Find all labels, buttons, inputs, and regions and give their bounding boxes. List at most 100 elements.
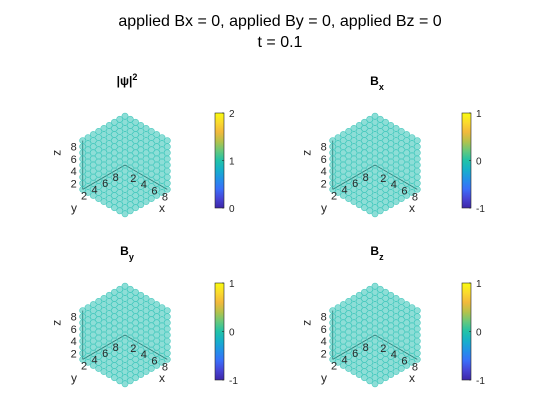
data-point <box>121 173 129 181</box>
data-point <box>84 310 92 317</box>
z-axis-label: z <box>300 150 314 156</box>
data-point <box>121 374 129 382</box>
data-point <box>132 325 139 333</box>
data-point <box>100 319 108 327</box>
subplot-title: Bz <box>370 244 384 262</box>
z-tick-label: 2 <box>321 178 327 190</box>
z-axis-label: z <box>50 150 64 156</box>
data-point <box>147 146 155 154</box>
data-point <box>371 210 379 218</box>
data-point <box>350 319 358 327</box>
data-point <box>111 155 118 163</box>
data-point <box>360 155 368 163</box>
data-point <box>392 319 400 327</box>
x-tick-label: 6 <box>151 185 157 197</box>
data-point <box>371 167 379 175</box>
data-point <box>413 307 421 314</box>
data-point <box>158 140 166 148</box>
y-axis-label: y <box>71 371 77 385</box>
x-tick-label: 2 <box>130 343 136 355</box>
subplot-title-main: |ψ| <box>117 74 133 88</box>
figure-title-line1: applied Bx = 0, applied By = 0, applied … <box>118 13 441 30</box>
colorbar-tick-label: 0 <box>476 328 482 339</box>
y-tick-label: 4 <box>342 354 348 366</box>
x-tick-label: 8 <box>412 191 418 203</box>
subplot-title-subscript: y <box>129 252 134 262</box>
data-point <box>371 173 379 181</box>
colorbar-tick-label: 1 <box>229 279 235 290</box>
data-point <box>366 158 374 166</box>
y-axis-label: y <box>321 201 327 215</box>
z-tick-label: 6 <box>321 154 327 166</box>
data-point <box>95 146 102 154</box>
data-point <box>355 322 363 330</box>
subplot-title: By <box>120 244 134 262</box>
data-point <box>371 331 379 339</box>
z-axis-label: z <box>50 320 64 326</box>
x-tick-label: 2 <box>380 173 386 185</box>
z-tick-label: 4 <box>71 166 77 178</box>
data-point <box>132 155 139 163</box>
data-point <box>163 137 171 144</box>
data-point <box>371 343 379 351</box>
data-point <box>371 355 379 363</box>
data-point <box>126 158 134 166</box>
colorbar-tick-label: 0 <box>229 328 235 339</box>
y-tick-label: 6 <box>352 348 358 360</box>
data-point <box>339 143 347 151</box>
scatter-points <box>329 282 421 388</box>
data-point <box>350 149 358 157</box>
x-tick-label: 4 <box>141 349 147 361</box>
colorbar-tick-label: 1 <box>229 157 235 168</box>
data-point <box>89 313 97 321</box>
data-point <box>121 179 129 187</box>
x-tick-label: 6 <box>151 355 157 367</box>
data-point <box>408 310 416 317</box>
data-point <box>371 368 379 375</box>
data-point <box>116 328 124 336</box>
y-tick-label: 2 <box>331 360 337 372</box>
data-point <box>334 310 342 317</box>
data-point <box>121 337 129 345</box>
subplot-title-subscript: x <box>379 82 384 92</box>
data-point <box>397 146 405 154</box>
data-point <box>334 140 342 148</box>
data-point <box>121 362 129 369</box>
data-point <box>371 337 379 345</box>
data-point <box>121 349 129 357</box>
data-point <box>371 380 379 388</box>
data-point <box>100 149 108 157</box>
data-point <box>121 368 129 375</box>
data-point <box>408 140 416 148</box>
data-point <box>142 149 150 157</box>
colorbar-tick-label: 0 <box>476 157 482 168</box>
data-point <box>355 152 363 160</box>
data-point <box>371 161 379 169</box>
y-tick-label: 2 <box>331 190 337 202</box>
data-point <box>137 152 145 160</box>
scatter-points <box>79 282 171 388</box>
z-tick-label: 8 <box>71 312 77 324</box>
data-point <box>121 331 129 339</box>
z-tick-label: 8 <box>321 142 327 154</box>
y-axis-label: y <box>321 371 327 385</box>
data-point <box>121 204 129 212</box>
y-axis-label: y <box>71 201 77 215</box>
x-tick-label: 8 <box>412 361 418 373</box>
z-tick-label: 8 <box>71 142 77 154</box>
data-point <box>89 143 97 151</box>
colorbar-tick-label: 1 <box>476 109 482 120</box>
x-tick-label: 2 <box>130 173 136 185</box>
y-tick-label: 6 <box>102 348 108 360</box>
data-point <box>121 210 129 218</box>
subplot-title-main: B <box>120 244 129 258</box>
data-point <box>403 143 411 151</box>
x-tick-label: 4 <box>391 179 397 191</box>
data-point <box>345 146 352 154</box>
data-point <box>121 355 129 363</box>
